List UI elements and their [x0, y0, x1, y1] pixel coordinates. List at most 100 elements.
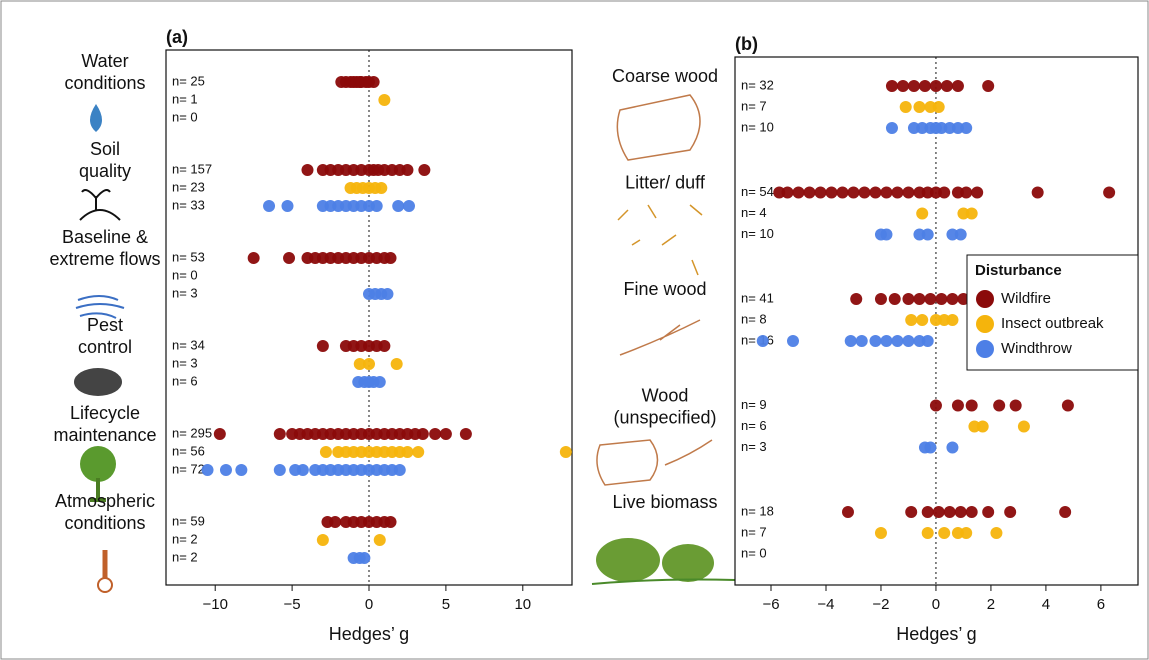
effect-dot — [921, 527, 934, 539]
legend-swatch — [976, 315, 994, 333]
effect-dot — [384, 516, 397, 528]
effect-dot — [429, 428, 442, 440]
legend-title: Disturbance — [975, 262, 1062, 279]
beetle-icon — [74, 368, 122, 396]
group-label: Wood — [642, 385, 689, 405]
effect-dot — [814, 186, 827, 199]
effect-dot — [916, 207, 929, 220]
x-tick-label: −2 — [872, 596, 889, 613]
effect-dot — [263, 200, 276, 212]
effect-dot — [401, 446, 414, 458]
x-tick-label: −5 — [284, 596, 301, 613]
effect-dot — [938, 186, 951, 199]
effect-dot — [825, 186, 838, 199]
n-label: n= 3 — [741, 439, 767, 454]
effect-dot — [891, 186, 904, 199]
effect-dot — [381, 288, 394, 300]
legend-label: Windthrow — [1001, 340, 1072, 357]
effect-dot — [960, 527, 973, 539]
n-label: n= 295 — [172, 425, 212, 440]
effect-dot — [375, 182, 388, 194]
group-label: Water — [81, 51, 128, 71]
flow-icon — [75, 295, 125, 319]
effect-dot — [841, 506, 854, 518]
group-label: control — [78, 337, 132, 357]
n-label: n= 6 — [172, 373, 198, 388]
n-label: n= 10 — [741, 226, 774, 241]
effect-dot — [392, 200, 405, 212]
x-tick-label: 5 — [442, 596, 450, 613]
effect-dot — [960, 122, 973, 134]
effect-dot — [918, 80, 931, 92]
ground-line — [591, 578, 736, 585]
effect-dot — [924, 441, 937, 454]
group-label: conditions — [64, 513, 145, 533]
tree-icon — [80, 446, 116, 482]
group-label: Atmospheric — [55, 491, 155, 511]
effect-dot — [844, 335, 857, 347]
wood-icons — [596, 94, 713, 486]
x-tick-label: 0 — [365, 596, 373, 613]
shrub-icon — [596, 538, 660, 582]
effect-dot — [880, 228, 893, 241]
effect-dot — [273, 464, 286, 476]
effect-dot — [416, 428, 429, 440]
n-label: n= 0 — [172, 267, 198, 282]
effect-dot — [378, 94, 391, 106]
n-label: n= 25 — [172, 73, 205, 88]
effect-dot — [943, 506, 956, 518]
effect-dot — [891, 335, 904, 347]
effect-dot — [393, 464, 406, 476]
effect-dot — [971, 186, 984, 199]
soil-icon — [79, 189, 121, 221]
effect-dot — [858, 186, 871, 199]
effect-dot — [913, 228, 926, 241]
panel-label: (b) — [735, 34, 758, 54]
x-tick-label: 6 — [1097, 596, 1105, 613]
legend-box — [966, 254, 1139, 371]
effect-dot — [905, 506, 918, 518]
n-label: n= 7 — [741, 98, 767, 113]
effect-dot — [235, 464, 248, 476]
effect-dot — [896, 80, 909, 92]
n-label: n= 54 — [741, 184, 774, 199]
effect-dot — [938, 527, 951, 539]
effect-dot — [880, 186, 893, 199]
effect-dot — [273, 428, 286, 440]
effect-dot — [874, 293, 887, 305]
effect-dot — [201, 464, 214, 476]
effect-dot — [932, 101, 945, 113]
effect-dot — [836, 186, 849, 199]
group-label: Soil — [90, 139, 120, 159]
effect-dot — [907, 122, 920, 134]
effect-dot — [373, 534, 386, 546]
n-label: n= 34 — [172, 337, 205, 352]
effect-dot — [756, 335, 769, 347]
effect-dot — [935, 122, 948, 134]
effect-dot — [907, 80, 920, 92]
effect-dot — [990, 527, 1003, 539]
n-label: n= 56 — [172, 443, 205, 458]
effect-dot — [885, 122, 898, 134]
effect-dot — [402, 200, 415, 212]
group-label: maintenance — [53, 425, 156, 445]
effect-dot — [913, 186, 926, 199]
icons — [74, 94, 736, 593]
effect-dot — [916, 314, 929, 326]
n-label: n= 7 — [741, 524, 767, 539]
effect-dot — [946, 228, 959, 241]
effect-dot — [367, 76, 380, 88]
effect-dot — [378, 340, 391, 352]
n-label: n= 3 — [172, 285, 198, 300]
effect-dot — [803, 186, 816, 199]
effect-dot — [951, 122, 964, 134]
effect-dot — [370, 200, 383, 212]
legend-label: Insect outbreak — [1001, 315, 1104, 332]
n-label: n= 1 — [172, 91, 198, 106]
effect-dot — [957, 207, 970, 220]
effect-dot — [850, 293, 863, 305]
n-label: n= 72 — [172, 461, 205, 476]
effect-dot — [319, 446, 332, 458]
